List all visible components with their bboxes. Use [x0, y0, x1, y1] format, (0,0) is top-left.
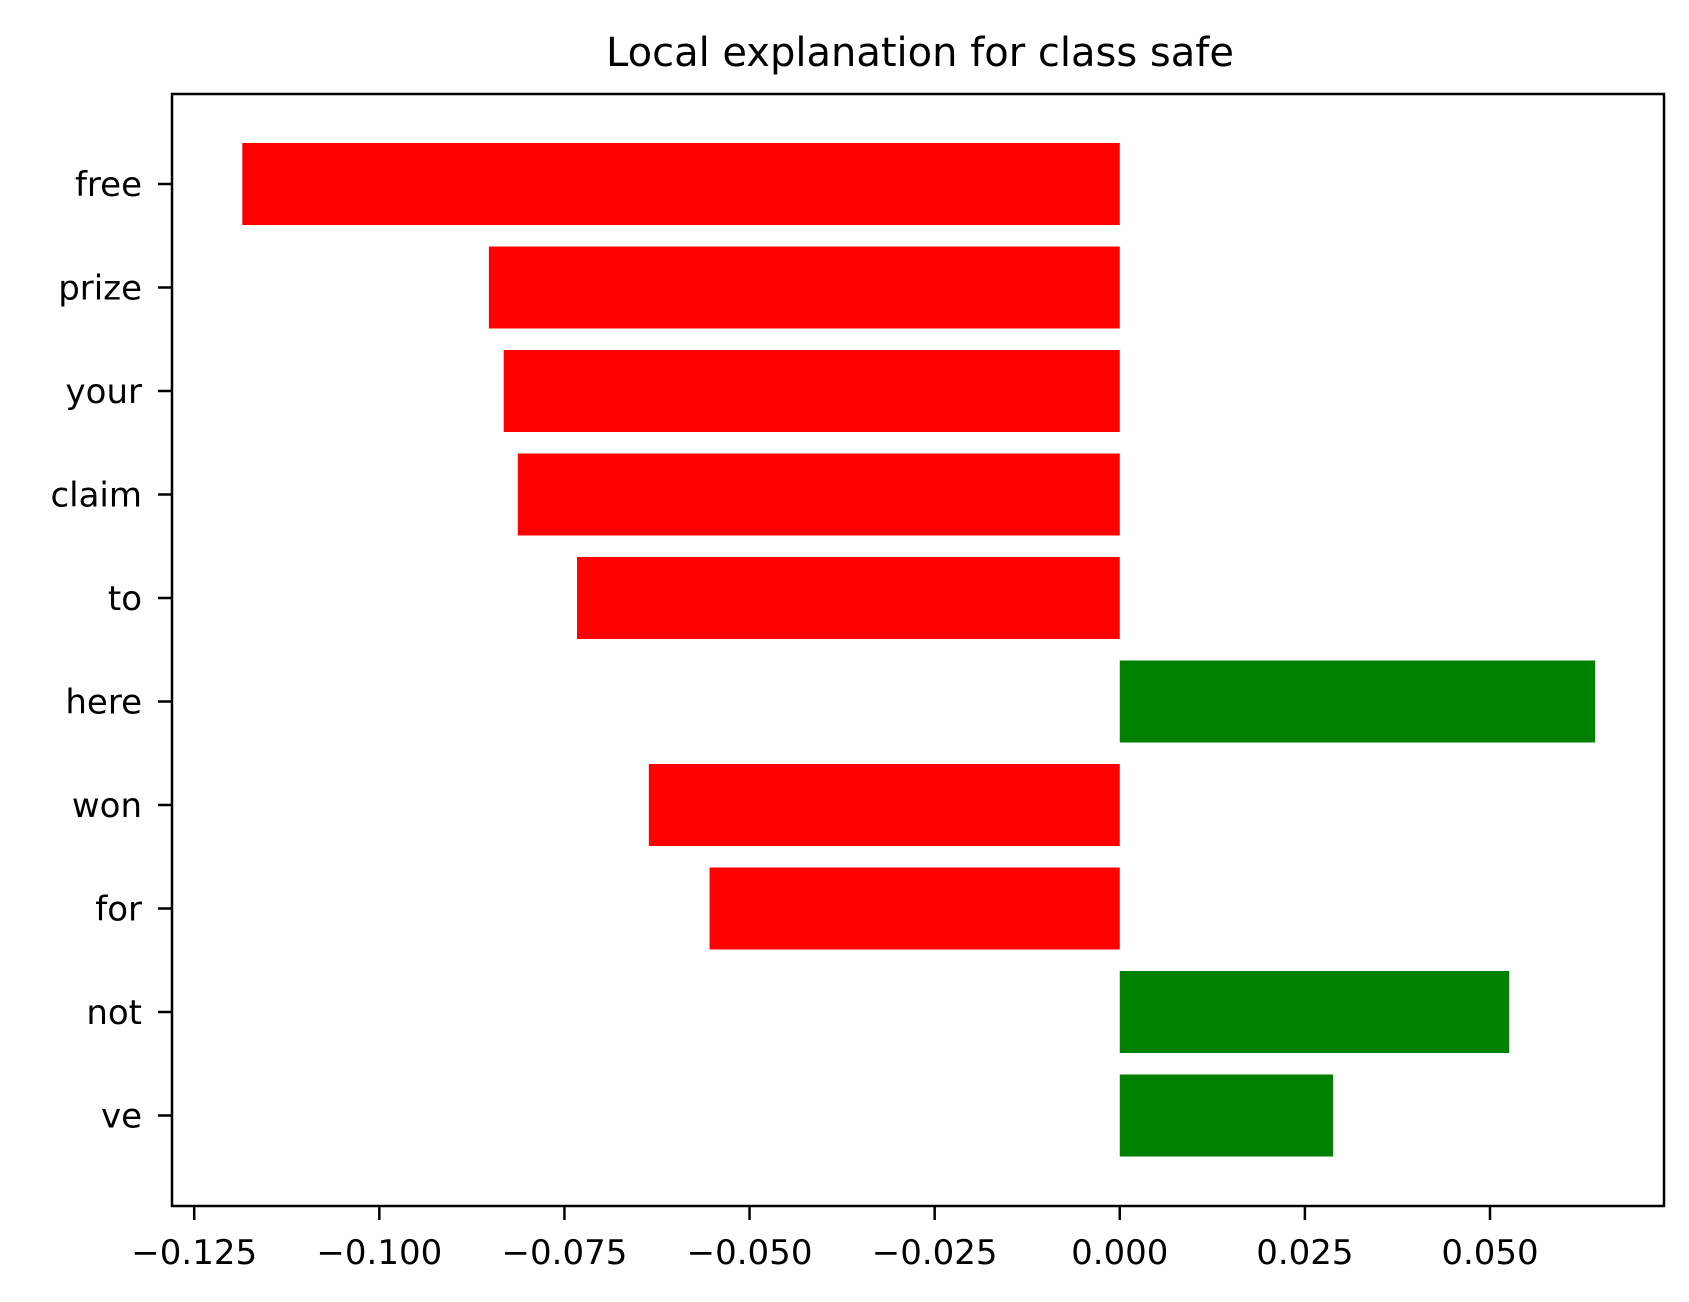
y-tick-label-claim: claim: [50, 476, 142, 516]
bars-layer: [242, 143, 1596, 1157]
bar-for: [709, 867, 1120, 950]
bar-here: [1119, 660, 1596, 743]
x-tick-label: −0.075: [502, 1233, 628, 1273]
x-tick-label: −0.125: [131, 1233, 257, 1273]
plot-area-frame: [170, 92, 1666, 1208]
y-tick-label-here: here: [65, 683, 142, 723]
x-tick-label: 0.050: [1441, 1233, 1538, 1273]
bar-claim: [517, 453, 1120, 536]
y-tick-label-to: to: [108, 579, 142, 619]
x-tick-label: −0.050: [687, 1233, 813, 1273]
bar-prize: [488, 246, 1120, 329]
x-tick-label: 0.000: [1071, 1233, 1168, 1273]
x-tick-label: −0.025: [872, 1233, 998, 1273]
bar-not: [1119, 971, 1510, 1053]
bar-free: [242, 143, 1120, 225]
x-tick-label: 0.025: [1256, 1233, 1353, 1273]
y-tick-label-prize: prize: [58, 269, 142, 309]
y-axis: free prize your claim to here won for not ve: [50, 165, 172, 1137]
y-tick-label-your: your: [66, 372, 142, 412]
y-tick-label-not: not: [86, 993, 142, 1033]
chart-title: Local explanation for class safe: [606, 30, 1234, 76]
bar-to: [577, 557, 1120, 639]
x-tick-label: −0.100: [316, 1233, 442, 1273]
x-axis: −0.125 −0.100 −0.075 −0.050 −0.025 0.000 0.025…: [131, 1206, 1539, 1273]
y-tick-label-ve: ve: [101, 1097, 142, 1137]
y-tick-label-won: won: [72, 786, 142, 826]
bar-your: [503, 350, 1120, 432]
bar-won: [648, 764, 1120, 846]
y-tick-label-for: for: [95, 890, 142, 930]
y-tick-label-free: free: [75, 165, 142, 205]
bar-ve: [1119, 1074, 1334, 1157]
